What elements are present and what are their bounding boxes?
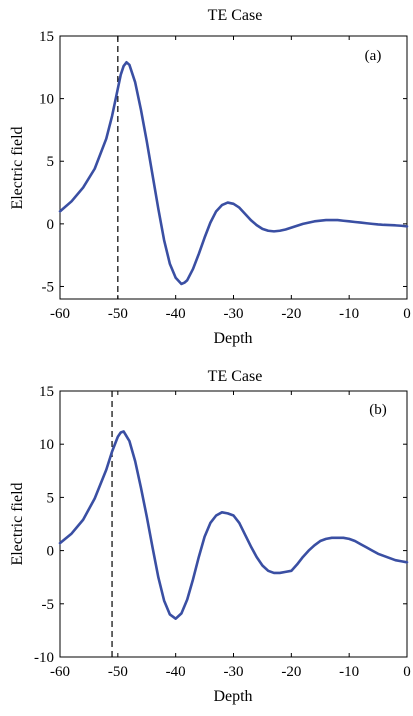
y-tick-label: 5 — [47, 154, 55, 170]
panel-label-b: (b) — [369, 402, 387, 418]
y-axis-label-a: Electric field — [9, 126, 26, 209]
panel-label-a: (a) — [365, 48, 382, 64]
y-tick-label: 15 — [39, 384, 54, 400]
x-tick-label: 0 — [403, 664, 411, 680]
x-tick-label: -10 — [339, 664, 359, 680]
x-tick-label: 0 — [403, 306, 411, 322]
x-tick-label: -10 — [339, 306, 359, 322]
x-tick-label: -20 — [281, 664, 301, 680]
x-tick-label: -40 — [166, 306, 186, 322]
x-tick-label: -50 — [108, 306, 128, 322]
chart-panel-a: TE Case (a) Depth Electric field -60 -50-… — [9, 7, 411, 347]
y-tick-label: 0 — [47, 217, 55, 233]
x-tick-label: -30 — [224, 306, 244, 322]
y-tick-label: 5 — [47, 490, 55, 506]
x-tick-label: -50 — [108, 664, 128, 680]
plot-frame-a — [59, 35, 408, 300]
y-tick-label: 10 — [39, 92, 54, 108]
x-tick-label: -60 — [50, 306, 70, 322]
y-tick-label: 0 — [47, 544, 55, 560]
y-tick-label: 15 — [39, 29, 54, 45]
chart-marks-a — [58, 36, 409, 299]
y-tick-label: -5 — [42, 279, 55, 295]
chart-marks-b — [58, 391, 409, 657]
y-tick-label: 10 — [39, 437, 54, 453]
chart-title-b: TE Case — [208, 368, 263, 385]
x-tick-label: -40 — [166, 664, 186, 680]
chart-title-a: TE Case — [208, 7, 263, 24]
x-axis-label-b: Depth — [213, 688, 252, 705]
chart-panel-b: TE Case (b) Depth Electric field -60 -50-… — [9, 368, 411, 705]
x-axis-label-a: Depth — [213, 330, 252, 347]
x-tick-label: -60 — [50, 664, 70, 680]
series-line — [58, 430, 409, 620]
y-tick-label: -5 — [42, 597, 55, 613]
series-line — [58, 61, 409, 286]
y-axis-label-b: Electric field — [9, 482, 26, 565]
x-tick-label: -30 — [224, 664, 244, 680]
y-tick-label: -10 — [34, 650, 54, 666]
x-tick-label: -20 — [281, 306, 301, 322]
